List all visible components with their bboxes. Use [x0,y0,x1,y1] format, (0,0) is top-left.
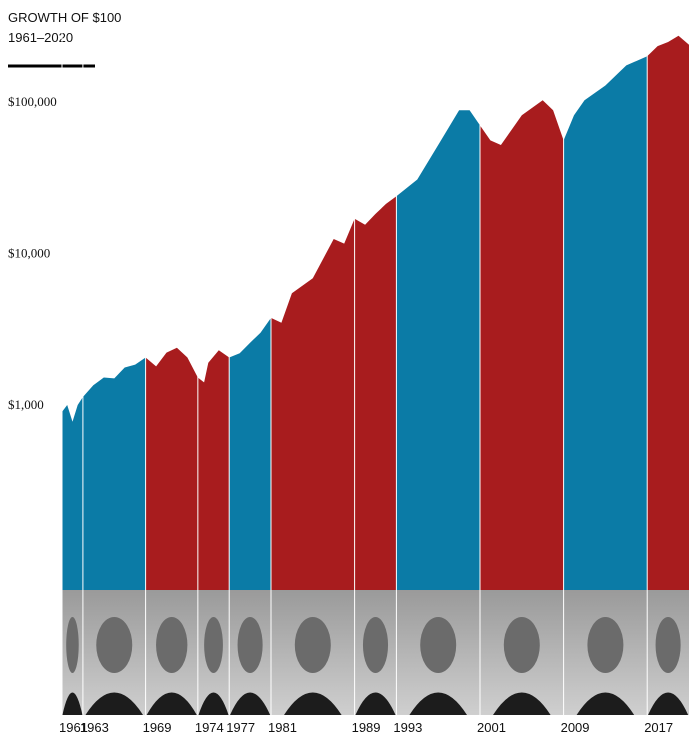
portrait-head [656,617,681,673]
chart: GROWTH OF $100 1961–2020 196119631969197… [0,0,689,734]
portrait-head [156,617,187,673]
portrait-head [295,617,331,673]
x-tick-label: 1969 [143,720,172,734]
portrait-head [420,617,456,673]
portrait-head [238,617,263,673]
area-segment [355,196,397,590]
area-segment [480,100,564,590]
area-segment [229,318,271,590]
portrait-head [96,617,132,673]
area-segment [198,350,229,590]
x-tick-label: 1981 [268,720,297,734]
portrait-head [204,617,223,673]
area-segment [396,110,480,590]
x-tick-label: 1989 [352,720,381,734]
area-segment [83,358,146,591]
area-segment [564,56,648,590]
area-segment [647,36,689,590]
x-tick-label: 1993 [393,720,422,734]
x-tick-label: 2009 [561,720,590,734]
portrait-head [66,617,79,673]
area-segment [62,397,83,590]
area-segment [146,348,198,590]
x-tick-label: 1974 [195,720,224,734]
y-tick-label: $10,000 [8,246,50,261]
portrait-head [504,617,540,673]
chart-title: GROWTH OF $100 [8,10,121,25]
x-tick-label: 2001 [477,720,506,734]
x-tick-label: 1963 [80,720,109,734]
portrait-head [587,617,623,673]
y-tick-label: $1,000 [8,397,44,412]
chart-subtitle: 1961–2020 [8,30,73,45]
y-tick-label: $100,000 [8,94,57,109]
area-segment [271,219,355,590]
x-tick-label: 2017 [644,720,673,734]
portrait-head [363,617,388,673]
page: GROWTH OF $100 1961–2020 196119631969197… [0,0,689,734]
x-tick-label: 1977 [226,720,255,734]
